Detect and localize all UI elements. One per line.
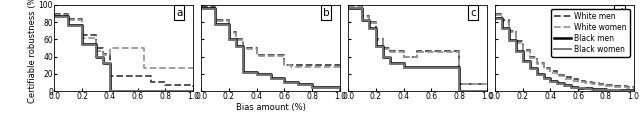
Y-axis label: Certifiable robustness (%): Certifiable robustness (%)	[28, 0, 37, 103]
Text: b: b	[323, 8, 330, 17]
Text: c: c	[470, 8, 476, 17]
X-axis label: Bias amount (%): Bias amount (%)	[236, 103, 305, 112]
Text: d: d	[616, 8, 623, 17]
Legend: White men, White women, Black men, Black women: White men, White women, Black men, Black…	[551, 9, 630, 57]
Text: a: a	[176, 8, 182, 17]
